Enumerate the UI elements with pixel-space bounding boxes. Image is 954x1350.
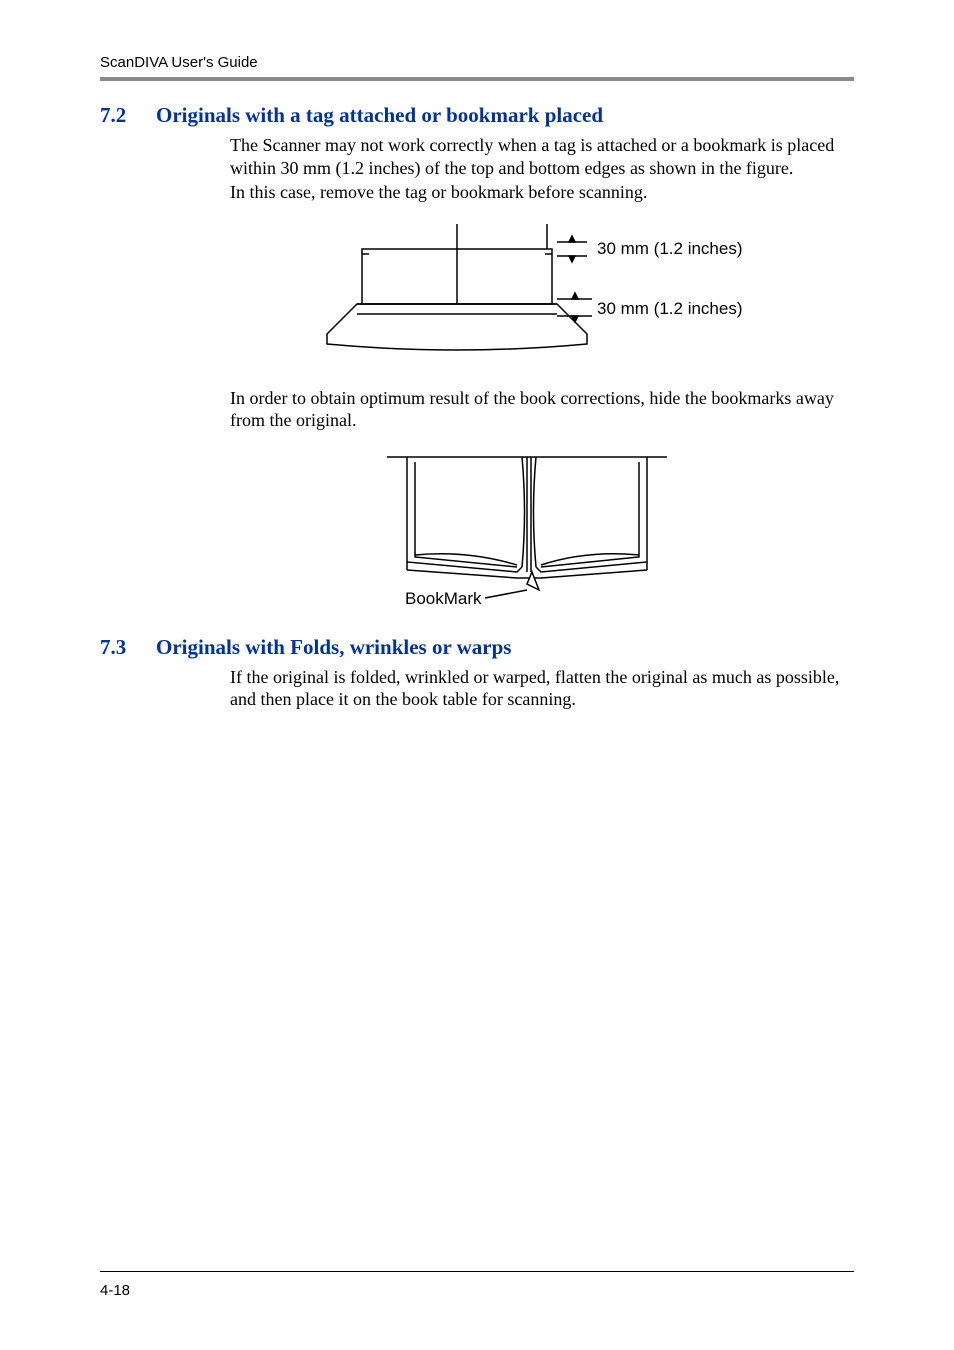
section-7-3-heading: 7.3 Originals with Folds, wrinkles or wa…: [100, 635, 854, 660]
paragraph: In this case, remove the tag or bookmark…: [230, 181, 844, 204]
dimension-label-top: 30 mm (1.2 inches): [597, 239, 743, 258]
header-rule: [100, 77, 854, 81]
section-number: 7.2: [100, 103, 156, 128]
paragraph: The Scanner may not work correctly when …: [230, 134, 844, 179]
margin-diagram: 30 mm (1.2 inches) 30 mm (1.2 inches): [230, 214, 844, 369]
section-title: Originals with Folds, wrinkles or warps: [156, 635, 511, 660]
bookmark-diagram: BookMark: [230, 442, 844, 617]
dimension-label-bottom: 30 mm (1.2 inches): [597, 299, 743, 318]
bookmark-label: BookMark: [405, 589, 482, 608]
paragraph: In order to obtain optimum result of the…: [230, 387, 844, 432]
page-footer: 4-18: [100, 1271, 854, 1299]
section-number: 7.3: [100, 635, 156, 660]
paragraph: If the original is folded, wrinkled or w…: [230, 666, 844, 711]
section-title: Originals with a tag attached or bookmar…: [156, 103, 603, 128]
running-header: ScanDIVA User's Guide: [100, 54, 854, 77]
section-7-2-heading: 7.2 Originals with a tag attached or boo…: [100, 103, 854, 128]
